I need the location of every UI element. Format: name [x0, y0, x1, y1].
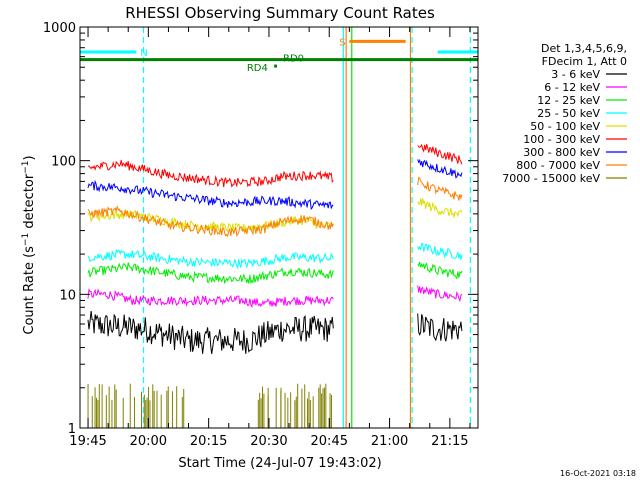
- flag-label-n: N: [140, 48, 147, 59]
- series-line-7-seg2: [417, 176, 463, 201]
- legend-entry-label: 12 - 25 keV: [537, 94, 600, 107]
- footer-date: 16-Oct-2021 03:18: [560, 469, 636, 478]
- flag-bars: N S RD0 RD4: [80, 37, 478, 74]
- series-lines: [87, 143, 463, 354]
- legend-entry-label: 50 - 100 keV: [530, 120, 600, 133]
- series-line-6-seg1: [87, 179, 334, 211]
- y-tick-label: 1000: [43, 21, 76, 36]
- plot-area: [80, 27, 478, 428]
- axes: 1 10 100 1000 19:45 20:00 20:15 20:30 20:45 21:00…: [43, 21, 479, 449]
- legend-entry-label: 800 - 7000 keV: [516, 159, 600, 172]
- legend-header: FDecim 1, Att 0: [542, 55, 627, 68]
- legend-entry-label: 3 - 6 keV: [551, 68, 600, 81]
- series-line-6-seg2: [417, 158, 463, 179]
- x-tick-label: 20:00: [130, 434, 167, 449]
- legend-entry-label: 100 - 300 keV: [523, 133, 600, 146]
- flag-label-rd0: RD0: [283, 54, 304, 65]
- vertical-markers: [142, 27, 471, 428]
- flag-label-rd4: RD4: [247, 63, 268, 74]
- legend: Det 1,3,4,5,6,9,FDecim 1, Att 03 - 6 keV…: [502, 42, 627, 185]
- x-tick-label: 21:15: [431, 434, 468, 449]
- x-tick-label: 20:45: [311, 434, 348, 449]
- series-line-3-seg2: [417, 242, 463, 260]
- series-line-2-seg1: [87, 262, 334, 285]
- legend-entry-label: 6 - 12 keV: [544, 81, 600, 94]
- y-tick-label: 10: [59, 288, 76, 303]
- series-line-5-seg1: [87, 159, 334, 188]
- x-tick-label: 21:00: [371, 434, 408, 449]
- x-tick-label: 20:15: [190, 434, 227, 449]
- legend-entry-label: 300 - 800 keV: [523, 146, 600, 159]
- x-tick-label: 19:45: [69, 434, 106, 449]
- legend-entry-label: 25 - 50 keV: [537, 107, 600, 120]
- series-line-1-seg2: [417, 285, 463, 303]
- y-axis-label: Count Rate (s−1 detector−1): [21, 155, 37, 334]
- series-line-3-seg1: [87, 248, 334, 270]
- x-tick-label: 20:30: [250, 434, 287, 449]
- y-tick-label: 100: [51, 155, 76, 170]
- x-axis-label: Start Time (24-Jul-07 19:43:02): [178, 456, 381, 471]
- legend-entry-label: 7000 - 15000 keV: [502, 172, 600, 185]
- plot-frame: [79, 26, 479, 429]
- series-line-1-seg1: [87, 288, 334, 309]
- series-line-2-seg2: [417, 261, 463, 280]
- series-line-5-seg2: [417, 143, 463, 165]
- chart-title: RHESSI Observing Summary Count Rates: [125, 4, 435, 22]
- series-line-0-seg2: [417, 313, 463, 342]
- series-line-7-seg1: [87, 204, 334, 238]
- flag-label-s: S: [339, 37, 345, 48]
- series-line-4-seg2: [417, 198, 463, 218]
- olive-noise-bars: [87, 383, 332, 428]
- y-tick-label: 1: [68, 422, 76, 437]
- plot-background: [80, 27, 478, 428]
- series-line-0-seg1: [87, 310, 334, 354]
- legend-header: Det 1,3,4,5,6,9,: [541, 42, 627, 55]
